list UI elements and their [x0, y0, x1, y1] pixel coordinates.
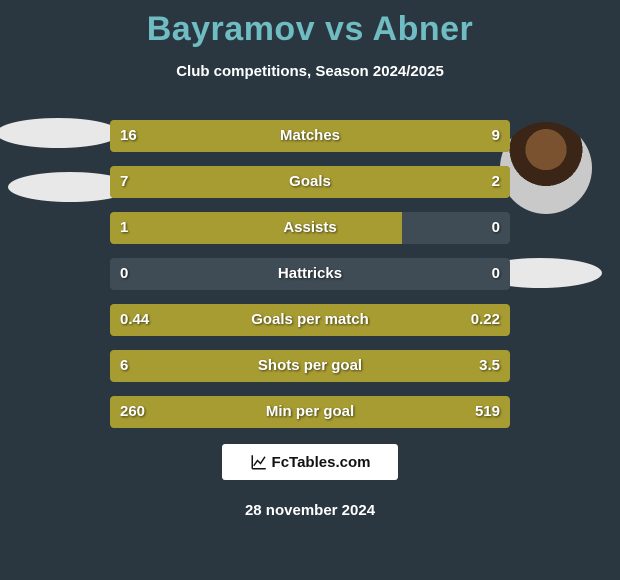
player-left-nameplate-1 [0, 118, 120, 148]
metric-label: Shots per goal [110, 350, 510, 382]
metric-label: Hattricks [110, 258, 510, 290]
page-subtitle: Club competitions, Season 2024/2025 [0, 63, 620, 80]
value-right: 0 [492, 258, 500, 290]
metric-label: Assists [110, 212, 510, 244]
value-right: 3.5 [479, 350, 500, 382]
value-right: 519 [475, 396, 500, 428]
page-title: Bayramov vs Abner [0, 0, 620, 49]
metric-label: Matches [110, 120, 510, 152]
date-label: 28 november 2024 [0, 502, 620, 519]
bar-row: 260 Min per goal 519 [110, 396, 510, 428]
value-right: 9 [492, 120, 500, 152]
metric-label: Goals per match [110, 304, 510, 336]
bar-row: 0 Hattricks 0 [110, 258, 510, 290]
value-right: 0 [492, 212, 500, 244]
value-right: 0.22 [471, 304, 500, 336]
metric-label: Min per goal [110, 396, 510, 428]
bar-row: 6 Shots per goal 3.5 [110, 350, 510, 382]
bar-row: 16 Matches 9 [110, 120, 510, 152]
chart-icon [250, 453, 268, 471]
brand-logo[interactable]: FcTables.com [222, 444, 398, 480]
player-right-avatar [500, 122, 592, 214]
metric-label: Goals [110, 166, 510, 198]
bar-row: 0.44 Goals per match 0.22 [110, 304, 510, 336]
brand-text: FcTables.com [272, 454, 371, 471]
bar-row: 1 Assists 0 [110, 212, 510, 244]
bar-row: 7 Goals 2 [110, 166, 510, 198]
comparison-bars: 16 Matches 9 7 Goals 2 1 Assists 0 0 Hat… [110, 120, 510, 442]
value-right: 2 [492, 166, 500, 198]
